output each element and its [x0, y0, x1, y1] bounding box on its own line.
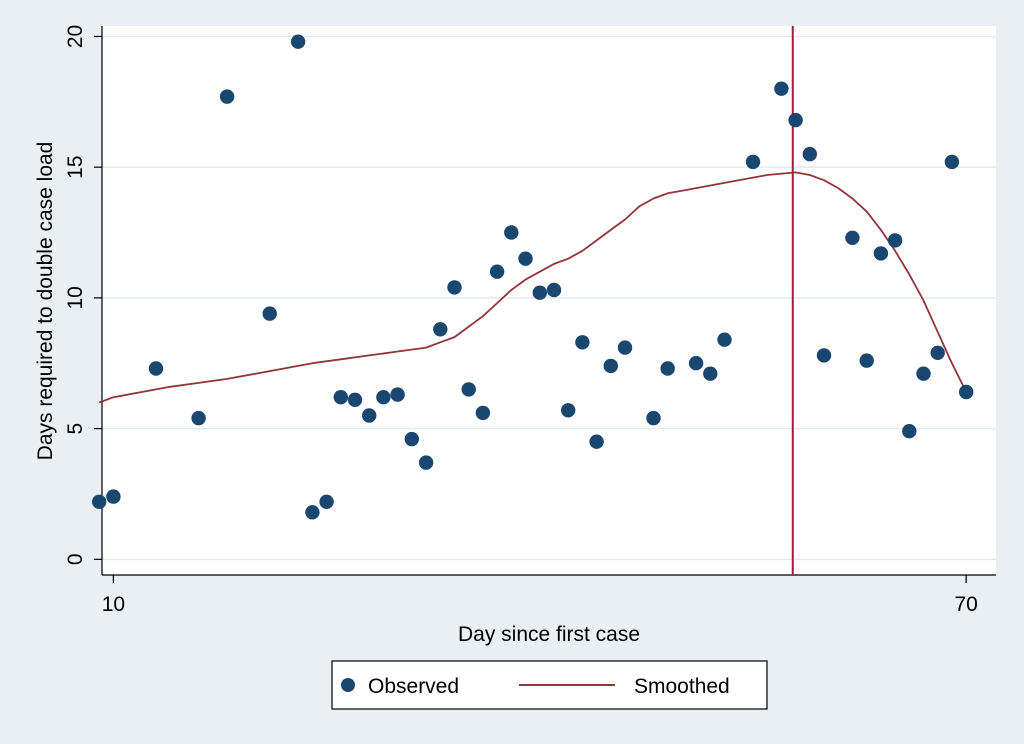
- observed-point: [617, 340, 633, 355]
- x-tick-label: 10: [102, 593, 125, 616]
- observed-point: [148, 361, 164, 376]
- y-tick-label: 20: [64, 25, 87, 48]
- observed-point: [959, 384, 974, 400]
- observed-point: [802, 146, 817, 162]
- legend-observed-label: Observed: [368, 675, 459, 698]
- y-tick-label: 0: [64, 553, 87, 565]
- observed-point: [745, 154, 761, 170]
- observed-point: [845, 230, 860, 245]
- axes: 0 5 10 15 20 10 70: [64, 25, 996, 616]
- observed-point: [191, 410, 206, 426]
- observed-point: [262, 306, 277, 321]
- grid-lines: [102, 35, 996, 561]
- observed-point: [916, 366, 931, 381]
- observed-point: [347, 392, 363, 407]
- observed-point: [390, 387, 405, 402]
- legend-observed-marker: [341, 678, 355, 692]
- observed-point: [319, 494, 334, 509]
- observed-point: [518, 251, 533, 266]
- observed-point: [475, 405, 491, 421]
- observed-point: [504, 225, 519, 240]
- observed-point: [859, 353, 874, 368]
- observed-point: [887, 233, 903, 248]
- observed-point: [404, 431, 419, 447]
- observed-point: [461, 382, 476, 397]
- observed-point: [561, 403, 576, 418]
- observed-point: [106, 489, 121, 504]
- observed-point: [688, 356, 704, 371]
- observed-point: [703, 366, 718, 381]
- observed-point: [660, 361, 675, 376]
- observed-point: [788, 112, 803, 128]
- observed-point: [290, 34, 306, 49]
- observed-point: [376, 390, 391, 405]
- x-axis-label: Day since first case: [458, 623, 640, 646]
- observed-point: [603, 358, 618, 374]
- observed-point: [546, 282, 562, 298]
- observed-point: [646, 410, 661, 426]
- observed-point: [902, 424, 917, 439]
- observed-point: [333, 390, 348, 405]
- observed-point: [774, 81, 789, 96]
- observed-point: [362, 408, 377, 423]
- legend: Observed Smoothed: [331, 660, 768, 710]
- y-tick-label: 15: [64, 155, 87, 178]
- y-axis-label: Days required to double case load: [34, 142, 57, 461]
- observed-point: [873, 246, 889, 261]
- observed-point: [930, 345, 945, 360]
- observed-point: [219, 89, 235, 104]
- observed-point: [447, 280, 462, 295]
- smoothed-layer: [98, 171, 968, 404]
- observed-point: [816, 348, 832, 363]
- observed-point: [944, 154, 960, 170]
- smoothed-line: [98, 171, 968, 404]
- observed-point: [575, 335, 590, 350]
- observed-point: [532, 285, 547, 300]
- observed-point: [589, 434, 604, 449]
- x-tick-label: 70: [954, 593, 977, 616]
- y-tick-label: 5: [64, 423, 87, 435]
- observed-point: [92, 494, 107, 509]
- observed-point: [305, 505, 320, 520]
- observed-point: [489, 264, 505, 279]
- observed-point: [717, 332, 732, 347]
- plot-region: [102, 26, 996, 575]
- observed-layer: [92, 34, 974, 520]
- observed-point: [418, 455, 434, 470]
- legend-smoothed-label: Smoothed: [634, 675, 730, 698]
- observed-point: [433, 322, 448, 337]
- y-tick-label: 10: [64, 286, 87, 309]
